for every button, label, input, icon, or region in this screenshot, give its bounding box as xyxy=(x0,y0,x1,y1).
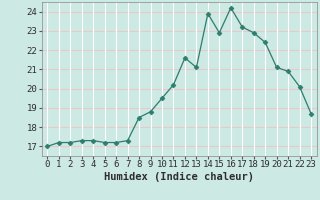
X-axis label: Humidex (Indice chaleur): Humidex (Indice chaleur) xyxy=(104,172,254,182)
